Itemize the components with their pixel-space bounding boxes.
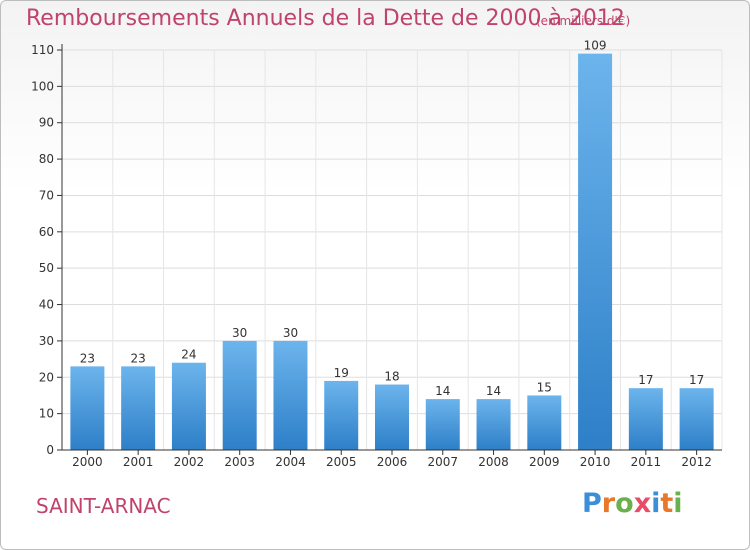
bar-2007: [425, 399, 460, 450]
data-label-2002: 24: [181, 348, 196, 362]
x-tick-label-2012: 2012: [681, 455, 712, 469]
data-label-2006: 18: [384, 370, 399, 384]
data-label-2000: 23: [80, 351, 95, 365]
data-label-2007: 14: [435, 384, 450, 398]
data-label-2001: 23: [131, 351, 146, 365]
x-tick-label-2011: 2011: [631, 455, 662, 469]
x-tick-label-2006: 2006: [377, 455, 408, 469]
logo-letter: t: [660, 488, 674, 519]
data-label-2010: 109: [584, 39, 607, 53]
y-tick-label: 10: [39, 407, 54, 421]
x-tick-label-2002: 2002: [174, 455, 205, 469]
x-tick-label-2003: 2003: [224, 455, 255, 469]
bar-2003: [222, 340, 257, 450]
data-label-2005: 19: [334, 366, 349, 380]
bar-2000: [70, 366, 105, 450]
bar-2002: [171, 362, 206, 450]
x-tick-label-2001: 2001: [123, 455, 154, 469]
data-label-2003: 30: [232, 326, 247, 340]
x-tick-label-2008: 2008: [478, 455, 509, 469]
bar-2008: [476, 399, 511, 450]
y-tick-label: 80: [39, 152, 54, 166]
x-tick-label-2004: 2004: [275, 455, 306, 469]
bar-2010: [578, 53, 613, 451]
x-tick-label-2007: 2007: [427, 455, 458, 469]
x-tick-label-2005: 2005: [326, 455, 357, 469]
logo-letter: r: [601, 488, 616, 519]
bar-2004: [273, 340, 308, 450]
x-tick-label-2010: 2010: [580, 455, 611, 469]
y-tick-label: 50: [39, 261, 54, 275]
y-tick-label: 0: [46, 443, 54, 457]
data-label-2004: 30: [283, 326, 298, 340]
y-tick-label: 40: [39, 298, 54, 312]
chart-subtitle: (en milliers d'€): [536, 14, 631, 28]
y-tick-label: 60: [39, 225, 54, 239]
bar-2006: [375, 384, 409, 450]
y-tick-label: 20: [39, 370, 54, 384]
logo-letter: P: [582, 488, 602, 519]
x-tick-label-2000: 2000: [72, 455, 103, 469]
bar-2009: [527, 395, 562, 450]
y-tick-label: 30: [39, 334, 54, 348]
bar-2011: [628, 388, 663, 450]
chart-title: Remboursements Annuels de la Dette de 20…: [26, 6, 625, 31]
logo-letter: i: [651, 488, 661, 519]
y-tick-label: 70: [39, 188, 54, 202]
logo-letter: i: [673, 488, 683, 519]
bar-2001: [121, 366, 156, 450]
data-label-2012: 17: [689, 373, 704, 387]
data-label-2009: 15: [537, 380, 552, 394]
commune-name: SAINT-ARNAC: [36, 494, 171, 518]
x-tick-label-2009: 2009: [529, 455, 560, 469]
data-label-2008: 14: [486, 384, 501, 398]
logo-letter: x: [633, 488, 652, 519]
bar-2005: [324, 380, 359, 450]
y-tick-label: 100: [31, 79, 54, 93]
proxiti-logo: Proxiti: [582, 488, 683, 519]
y-tick-label: 110: [31, 43, 54, 57]
bar-2012: [679, 388, 714, 450]
logo-letter: o: [615, 488, 634, 519]
data-label-2011: 17: [638, 373, 653, 387]
y-tick-label: 90: [39, 116, 54, 130]
